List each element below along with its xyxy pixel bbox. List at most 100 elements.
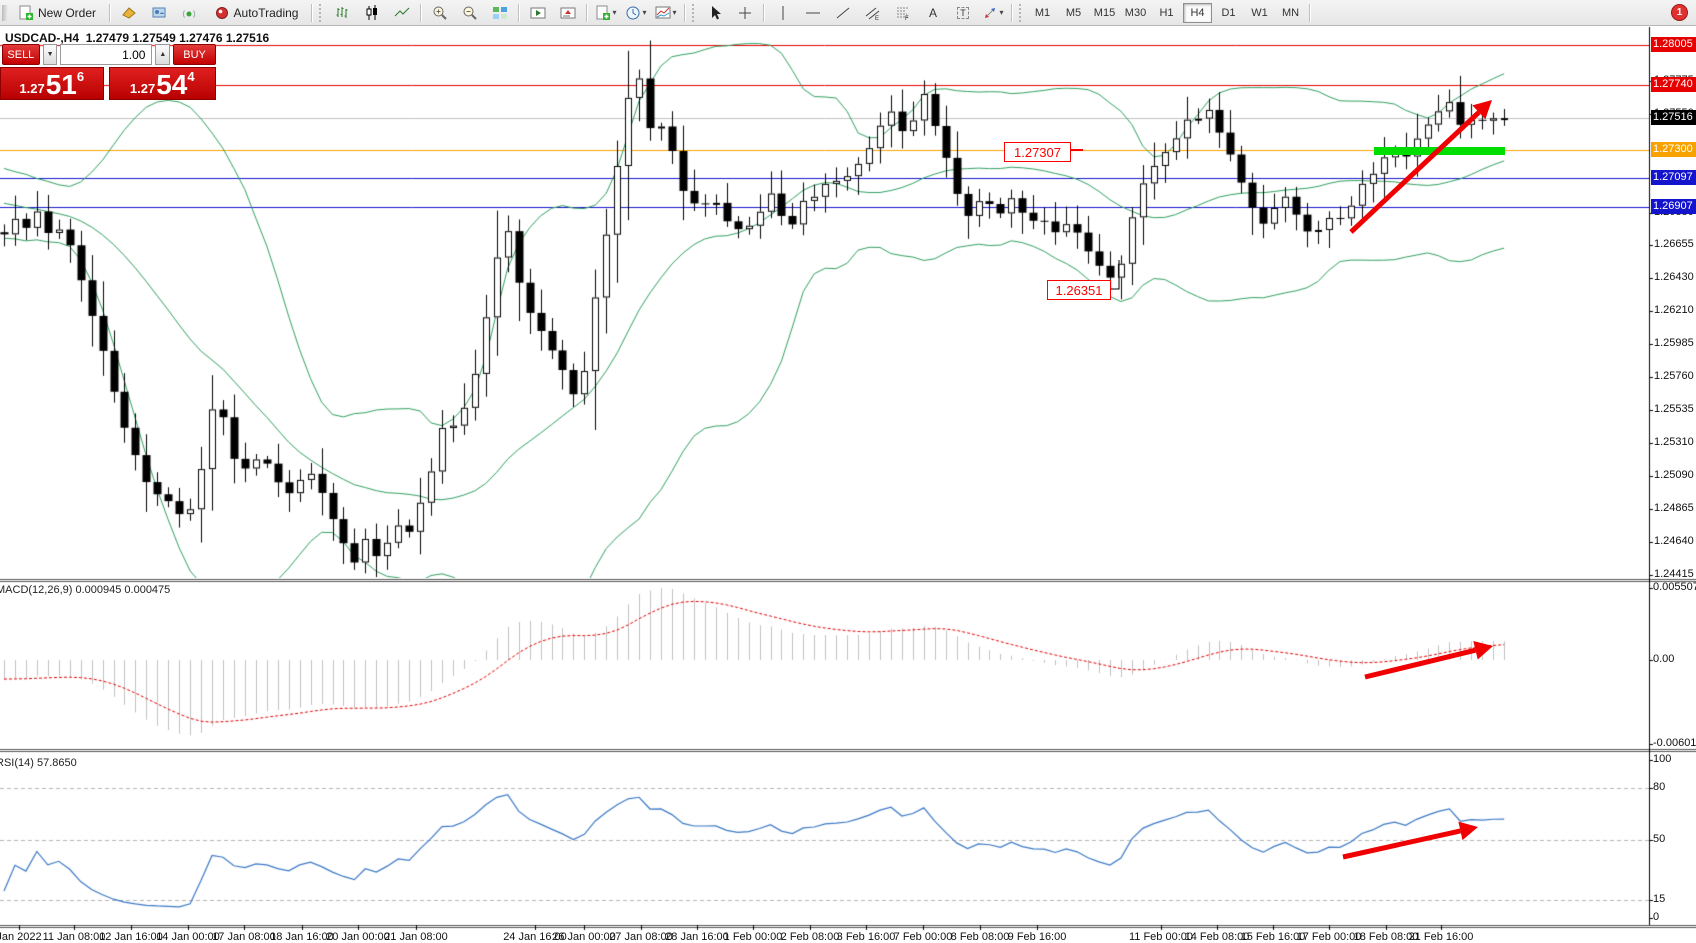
- notification-badge[interactable]: 1: [1671, 4, 1688, 21]
- timeframe-button-m1[interactable]: M1: [1034, 6, 1051, 19]
- text-label-tool-button[interactable]: T: [949, 2, 977, 24]
- vertical-line-tool-button[interactable]: [769, 2, 797, 24]
- timeframe-button-h4[interactable]: H4: [1183, 2, 1212, 23]
- rsi-scale-label: 100: [1653, 753, 1672, 765]
- timeframe-button-m15[interactable]: M15: [1093, 6, 1116, 19]
- template-icon: [655, 6, 671, 18]
- text-tool-button[interactable]: A: [919, 2, 947, 24]
- cursor-tool-button[interactable]: [701, 2, 729, 24]
- support-price-label[interactable]: 1.26351: [1047, 280, 1111, 300]
- tile-windows-button[interactable]: [486, 2, 514, 24]
- macd-scale-label: -0.006018: [1653, 737, 1696, 749]
- buy-button[interactable]: BUY: [173, 44, 216, 65]
- timeframe-group: M1 M5 M15 M30 H1 H4 D1 W1 MN: [1027, 2, 1306, 23]
- macd-scale-label: 0.00: [1653, 653, 1675, 665]
- crosshair-tool-button[interactable]: [731, 2, 759, 24]
- date-axis-label: 11 Jan 08:00: [42, 931, 106, 943]
- zoom-in-button[interactable]: [426, 2, 454, 24]
- date-axis-label: 27 Jan 08:00: [609, 931, 673, 943]
- templates-button[interactable]: ▾: [652, 2, 680, 24]
- periods-button[interactable]: ▾: [622, 2, 650, 24]
- line-chart-mode-button[interactable]: [388, 2, 416, 24]
- chevron-down-icon: ▾: [999, 8, 1004, 17]
- sell-price-display[interactable]: 1.27 51 6: [0, 67, 104, 100]
- price-axis-tick: 1.25535: [1654, 403, 1694, 415]
- fibonacci-icon: F: [897, 7, 909, 21]
- chart-profile-button[interactable]: [145, 2, 173, 24]
- rsi-scale-label: 80: [1653, 781, 1666, 793]
- volume-input[interactable]: [60, 44, 153, 65]
- timeframe-button-d1[interactable]: D1: [1221, 6, 1236, 19]
- macd-scale-label: 0.005507: [1653, 581, 1696, 593]
- date-axis-label: 20 Jan 00:00: [326, 931, 390, 943]
- price-axis-tick: 1.26210: [1654, 304, 1694, 316]
- price-level-badge: 1.27516: [1651, 110, 1696, 125]
- buy-price-prefix: 1.27: [129, 81, 156, 96]
- timeframe-button-m30[interactable]: M30: [1124, 6, 1147, 19]
- bar-chart-icon: [336, 6, 348, 18]
- horizontal-line-tool-button[interactable]: [799, 2, 827, 24]
- auto-scroll-button[interactable]: [524, 2, 552, 24]
- volume-decrease-button[interactable]: ▼: [42, 44, 58, 65]
- buy-price-display[interactable]: 1.27 54 4: [108, 67, 216, 100]
- chart-shift-icon: [560, 7, 576, 18]
- fibonacci-tool-button[interactable]: F: [889, 2, 917, 24]
- timeframe-button-w1[interactable]: W1: [1251, 6, 1268, 19]
- toolbar-separator: [586, 3, 588, 22]
- buy-price-main: 54: [156, 69, 188, 100]
- date-axis-label: 18 Jan 16:00: [270, 931, 334, 943]
- ohlc-readout: 1.27479 1.27549 1.27476 1.27516: [85, 31, 270, 45]
- price-axis-tick: 1.25985: [1654, 337, 1694, 349]
- price-level-badge: 1.27300: [1651, 142, 1696, 157]
- autotrading-label: AutoTrading: [233, 5, 299, 20]
- price-axis-tick: 1.24865: [1654, 502, 1694, 514]
- equidistant-channel-tool-button[interactable]: E: [859, 2, 887, 24]
- volume-increase-button[interactable]: ▲: [155, 44, 171, 65]
- timeframe-button-m5[interactable]: M5: [1065, 6, 1082, 19]
- timeframe-button-h1[interactable]: H1: [1159, 6, 1174, 19]
- trendline-tool-button[interactable]: [829, 2, 857, 24]
- resistance-price-label[interactable]: 1.27307: [1004, 142, 1071, 162]
- one-click-trading-panel: SELL ▼ ▲ BUY 1.27 51 6 1.27 54 4: [0, 44, 216, 100]
- autotrading-icon: [215, 6, 228, 19]
- chart-shift-button[interactable]: [554, 2, 582, 24]
- new-order-button[interactable]: New Order: [9, 2, 105, 24]
- bar-chart-mode-button[interactable]: [328, 2, 356, 24]
- new-chart-button[interactable]: ▾: [592, 2, 620, 24]
- zoom-out-button[interactable]: [456, 2, 484, 24]
- new-order-label: New Order: [37, 5, 96, 20]
- sell-button[interactable]: SELL: [2, 44, 40, 65]
- chevron-up-icon: ▲: [159, 51, 167, 58]
- rsi-scale-label: 15: [1653, 893, 1666, 905]
- blue-monitor-icon: [152, 7, 166, 17]
- arrows-tool-button[interactable]: ▾: [979, 2, 1007, 24]
- date-axis-label: 17 Feb 00:00: [1296, 931, 1362, 943]
- zoom-out-icon: [463, 6, 477, 20]
- signal-icon: [182, 9, 196, 18]
- symbol-period-label: USDCAD-,H4: [5, 31, 80, 45]
- chevron-down-icon: ▾: [642, 8, 647, 17]
- price-axis-tick: 1.25090: [1654, 469, 1694, 481]
- candlestick-mode-button[interactable]: [358, 2, 386, 24]
- svg-text:E: E: [875, 16, 879, 21]
- signals-button[interactable]: [175, 2, 203, 24]
- date-axis-label: 12 Jan 16:00: [99, 931, 163, 943]
- date-axis-label: 9 Feb 16:00: [1007, 931, 1067, 943]
- channel-icon: E: [865, 7, 880, 21]
- price-axis-tick: 1.25310: [1654, 436, 1694, 448]
- toolbar-separator: [109, 3, 111, 22]
- vertical-line-icon: [782, 5, 784, 20]
- crosshair-icon: [739, 6, 751, 19]
- toolbar-separator: [518, 3, 520, 22]
- date-axis-label: 15 Feb 16:00: [1240, 931, 1306, 943]
- gold-book-icon: [122, 6, 136, 19]
- chart-title: USDCAD-,H4 1.27479 1.27549 1.27476 1.275…: [5, 31, 269, 45]
- price-level-badge: 1.26907: [1651, 199, 1696, 214]
- expert-advisors-button[interactable]: [115, 2, 143, 24]
- timeframe-button-mn[interactable]: MN: [1281, 6, 1300, 19]
- sell-price-prefix: 1.27: [19, 81, 45, 96]
- rsi-scale-label: 50: [1653, 833, 1666, 845]
- autotrading-button[interactable]: AutoTrading: [205, 2, 307, 24]
- date-axis-label: Jan 2022: [0, 931, 42, 943]
